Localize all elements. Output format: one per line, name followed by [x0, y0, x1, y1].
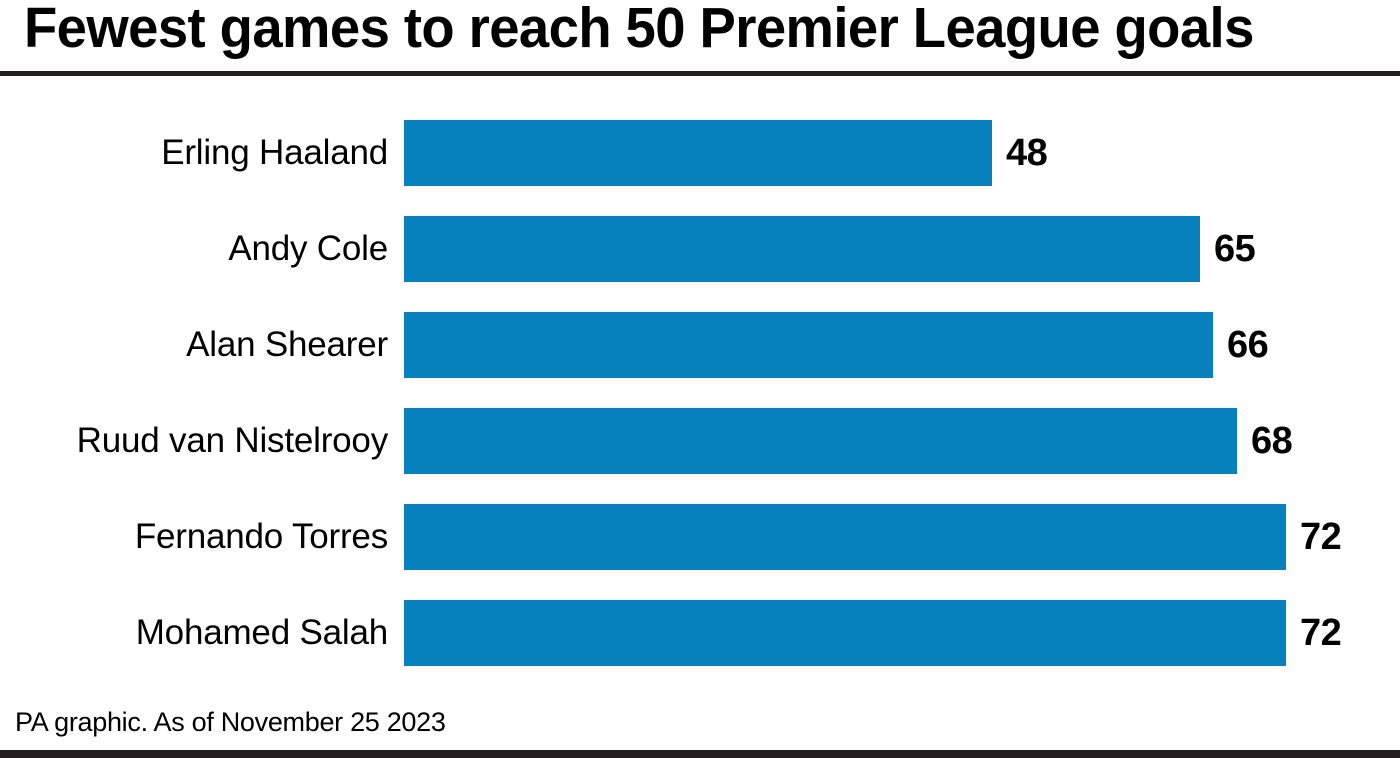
bar-track: 72 — [404, 504, 1400, 570]
bar-track: 72 — [404, 600, 1400, 666]
chart-row: Alan Shearer 66 — [0, 312, 1400, 378]
source-note: PA graphic. As of November 25 2023 — [15, 707, 446, 737]
bar-category-label: Fernando Torres — [134, 517, 388, 556]
chart-row: Erling Haaland 48 — [0, 120, 1400, 186]
bar-rect[interactable] — [404, 600, 1286, 666]
bar-track: 65 — [404, 216, 1400, 282]
bar-category-label: Erling Haaland — [161, 133, 388, 172]
bar-value-label: 66 — [1227, 324, 1269, 366]
bar-value-label: 48 — [1006, 132, 1048, 174]
bar-value-label: 72 — [1300, 612, 1342, 654]
bar-value-label: 68 — [1251, 420, 1293, 462]
bar-category-label: Andy Cole — [228, 229, 388, 268]
page-title: Fewest games to reach 50 Premier League … — [24, 0, 1254, 60]
chart-row: Ruud van Nistelrooy 68 — [0, 408, 1400, 474]
bar-rect[interactable] — [404, 504, 1286, 570]
title-divider — [0, 71, 1400, 76]
bar-rect[interactable] — [404, 216, 1200, 282]
chart-row: Andy Cole 65 — [0, 216, 1400, 282]
bar-rect[interactable] — [404, 120, 992, 186]
bar-track: 66 — [404, 312, 1400, 378]
bar-value-label: 65 — [1214, 228, 1256, 270]
bar-track: 48 — [404, 120, 1400, 186]
bar-rect[interactable] — [404, 312, 1213, 378]
footer-divider — [0, 750, 1400, 758]
bar-value-label: 72 — [1300, 516, 1342, 558]
chart-row: Fernando Torres 72 — [0, 504, 1400, 570]
bar-track: 68 — [404, 408, 1400, 474]
bar-chart: Erling Haaland 48 Andy Cole 65 Alan Shea… — [0, 76, 1400, 696]
bar-category-label: Mohamed Salah — [135, 613, 388, 652]
bar-rect[interactable] — [404, 408, 1237, 474]
title-block: Fewest games to reach 50 Premier League … — [0, 0, 1400, 77]
bar-category-label: Alan Shearer — [186, 325, 388, 364]
chart-row: Mohamed Salah 72 — [0, 600, 1400, 666]
bar-category-label: Ruud van Nistelrooy — [76, 421, 389, 460]
